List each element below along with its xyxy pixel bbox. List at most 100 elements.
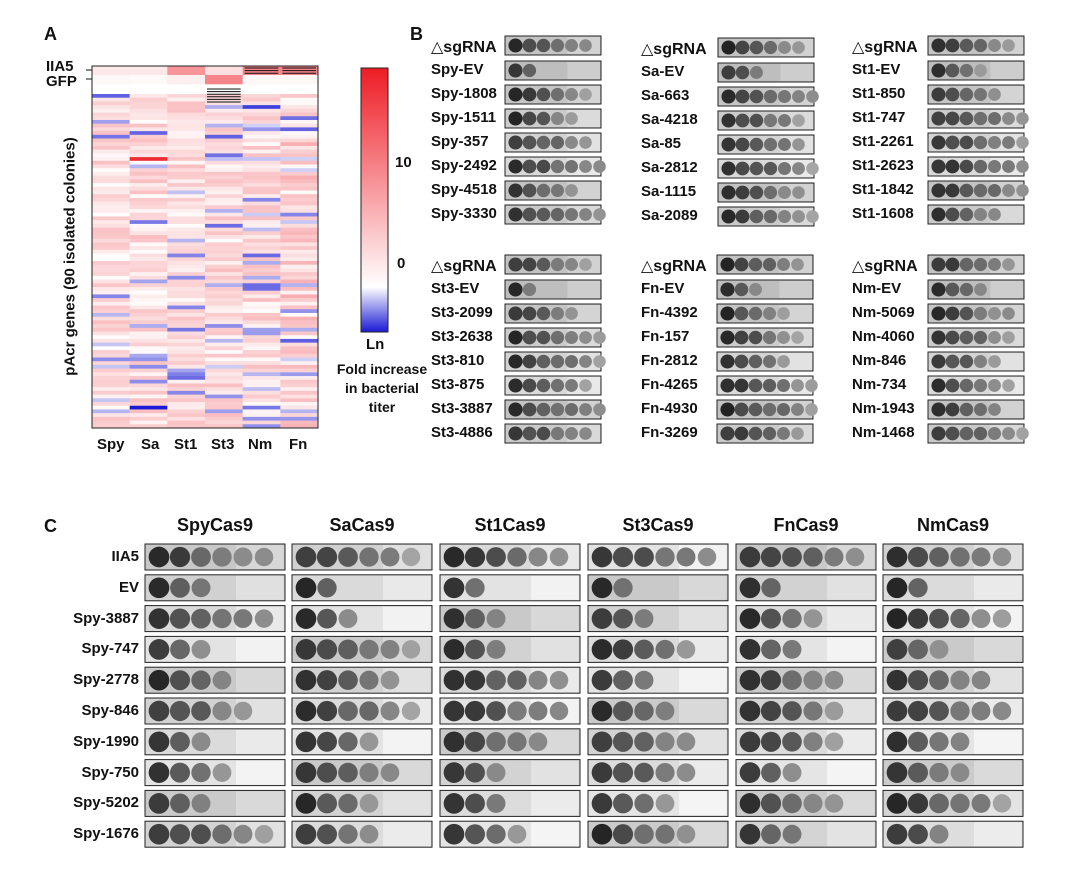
- plaque-plate: [927, 156, 1029, 177]
- plaque-plate: [927, 180, 1029, 201]
- heatmap-cell: [92, 324, 131, 329]
- plaque-spot: [295, 762, 317, 783]
- heatmap-cell: [280, 171, 319, 177]
- plaque-spot: [233, 547, 253, 567]
- heatmap-cell: [280, 379, 319, 384]
- cas9-column-header: SaCas9: [329, 515, 395, 535]
- heatmap-cell: [167, 212, 206, 217]
- heatmap-cell: [92, 186, 131, 191]
- plaque-plate: [144, 697, 286, 725]
- heatmap-cell: [242, 235, 281, 240]
- plaque-spot: [803, 732, 823, 752]
- heatmap-cell: [92, 372, 131, 377]
- heatmap-cell: [242, 145, 281, 151]
- heatmap-cell: [167, 327, 206, 332]
- plaque-spot: [908, 578, 928, 598]
- plaque-spot: [950, 608, 970, 629]
- heatmap-cell: [242, 97, 281, 102]
- heatmap-cell: [167, 338, 206, 344]
- plaque-spot: [929, 547, 949, 567]
- plaque-plate: [717, 206, 819, 227]
- plaque-spot: [564, 159, 579, 174]
- heatmap-cell: [205, 183, 244, 188]
- plaque-plate: [439, 543, 581, 571]
- plaque-spot: [676, 547, 696, 567]
- heatmap-cell: [167, 216, 206, 221]
- plaque-spot: [550, 378, 565, 393]
- plaque-plate: [927, 375, 1025, 396]
- plaque-spot: [734, 257, 749, 272]
- strain-row-label: Spy-357: [431, 133, 489, 150]
- strain-row-label: St1-EV: [852, 61, 901, 78]
- heatmap-cell: [205, 205, 244, 210]
- plaque-spot: [443, 700, 465, 722]
- strain-row-label: St3-2099: [431, 304, 493, 321]
- heatmap-cell: [205, 209, 244, 214]
- heatmap-cell: [129, 246, 168, 251]
- plaque-spot: [443, 823, 465, 845]
- heatmap-cell: [129, 350, 168, 355]
- heatmap-cell: [242, 186, 281, 191]
- plaque-spot: [359, 639, 379, 660]
- strain-row-label: Nm-4060: [852, 328, 915, 345]
- strain-row-label: St1-1608: [852, 205, 914, 222]
- plaque-spot: [655, 763, 675, 783]
- plaque-spot: [148, 762, 170, 783]
- plaque-spot: [612, 639, 634, 660]
- plaque-spot: [931, 63, 946, 78]
- plaque-spot: [317, 608, 337, 629]
- heatmap-cell: [129, 338, 168, 344]
- plaque-spot: [579, 136, 592, 149]
- heatmap-cell: [205, 383, 244, 388]
- heatmap-cell: [280, 97, 319, 102]
- heatmap-cell: [280, 290, 319, 295]
- plaque-spot: [591, 669, 613, 691]
- heatmap-cell: [129, 413, 168, 418]
- plaque-spot: [613, 608, 633, 629]
- heatmap-cell: [129, 179, 168, 184]
- heatmap-cell: [280, 383, 319, 388]
- plaque-spot: [536, 87, 551, 102]
- plaque-spot: [295, 700, 317, 722]
- plaque-plate: [291, 820, 433, 848]
- heatmap-cell: [167, 409, 206, 414]
- heatmap-cell: [205, 164, 244, 169]
- plaque-spot: [907, 793, 929, 814]
- plaque-spot: [988, 307, 1001, 320]
- heatmap-cell: [280, 112, 319, 117]
- plaque-plate: [291, 605, 433, 633]
- plaque-plate: [882, 697, 1024, 725]
- heatmap-cell: [92, 197, 131, 203]
- heatmap-cell: [92, 179, 131, 184]
- strain-row-label: St1-1842: [852, 181, 914, 198]
- plaque-plate: [735, 820, 877, 848]
- plaque-spot: [579, 258, 592, 271]
- plaque-plate: [439, 666, 581, 694]
- plaque-spot: [721, 209, 736, 224]
- plaque-spot: [212, 763, 232, 782]
- plaque-spot: [550, 183, 565, 198]
- heatmap-cell: [92, 153, 131, 158]
- heatmap-cell: [280, 324, 319, 329]
- plaque-spot: [508, 378, 523, 393]
- heatmap-cell: [205, 197, 244, 203]
- heatmap-cell-gfp-spy: [92, 75, 131, 85]
- strain-row-label: Sa-4218: [641, 111, 698, 128]
- plaque-spot: [987, 426, 1002, 441]
- plaque-spot: [233, 824, 253, 844]
- plaque-spot: [564, 402, 579, 417]
- heatmap-cell: [92, 131, 131, 136]
- heatmap-cell: [129, 220, 168, 225]
- heatmap-cell: [167, 305, 206, 310]
- plaque-spot: [782, 701, 802, 721]
- heatmap-cell: [92, 376, 131, 381]
- plaque-plate: [882, 543, 1024, 571]
- plaque-spot: [634, 793, 654, 814]
- plaque-spot: [522, 87, 537, 102]
- plaque-spot: [748, 257, 763, 272]
- heatmap-cell: [280, 119, 319, 125]
- heatmap-cell: [129, 209, 168, 214]
- plaque-plate: [735, 697, 877, 725]
- strain-row-label: St1-850: [852, 85, 906, 102]
- plaque-spot: [945, 135, 960, 150]
